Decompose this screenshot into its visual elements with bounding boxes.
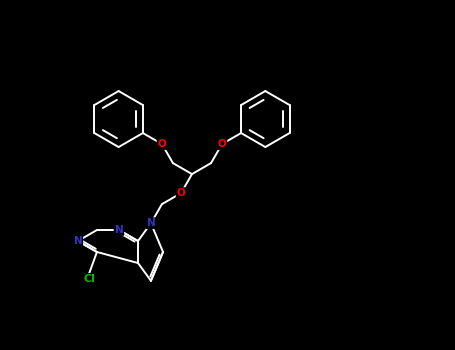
Text: O: O (217, 139, 227, 149)
Text: N: N (74, 236, 82, 246)
Text: O: O (157, 139, 167, 149)
Text: N: N (147, 218, 155, 228)
Text: Cl: Cl (83, 274, 95, 284)
Text: N: N (115, 225, 123, 235)
Text: O: O (177, 188, 185, 198)
